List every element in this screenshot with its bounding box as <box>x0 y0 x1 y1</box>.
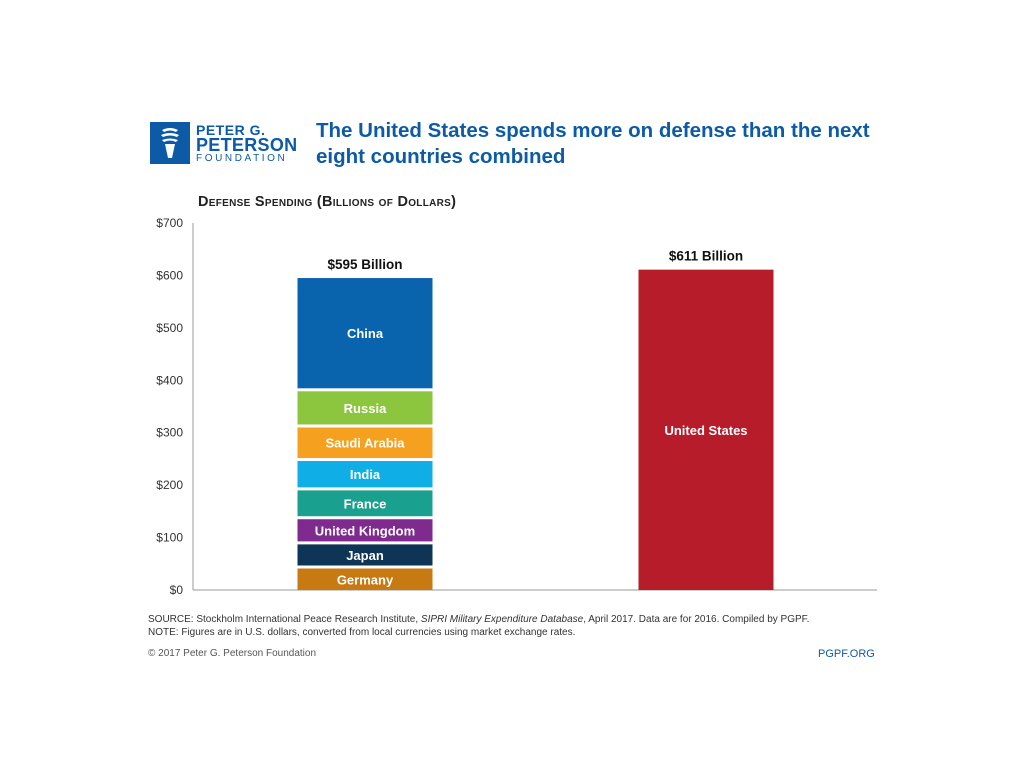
bar-segment-japan <box>297 544 433 566</box>
source-prefix: SOURCE: Stockholm International Peace Re… <box>148 614 421 625</box>
y-tick-label: $100 <box>156 531 183 545</box>
site-link[interactable]: PGPF.ORG <box>818 648 875 660</box>
bar-segment-china <box>297 278 433 389</box>
bar-segment-germany <box>297 568 433 590</box>
logo-text-line1: PETER G. <box>196 122 266 138</box>
y-tick-label: $400 <box>156 373 183 387</box>
chart-title: Defense Spending (Billions of Dollars) <box>198 194 457 210</box>
segment-label-united-states: United States <box>664 423 747 438</box>
source-suffix: , April 2017. Data are for 2016. Compile… <box>583 614 810 625</box>
bar-segment-united-kingdom <box>297 519 433 542</box>
bar-total-label: $595 Billion <box>327 257 402 272</box>
exchange-rate-note: NOTE: Figures are in U.S. dollars, conve… <box>148 627 576 638</box>
copyright: © 2017 Peter G. Peterson Foundation <box>148 648 317 659</box>
y-tick-label: $500 <box>156 321 183 335</box>
segment-label-united-kingdom: United Kingdom <box>315 523 415 538</box>
y-tick-label: $700 <box>156 216 183 230</box>
y-tick-label: $600 <box>156 268 183 282</box>
torch-icon <box>150 122 190 164</box>
logo-text-line2: PETERSON <box>196 135 298 155</box>
bar-segment-france <box>297 490 433 517</box>
segment-label-russia: Russia <box>344 401 387 416</box>
segment-label-china: China <box>347 326 384 341</box>
y-tick-label: $0 <box>170 583 184 597</box>
y-tick-label: $200 <box>156 478 183 492</box>
segment-label-saudi-arabia: Saudi Arabia <box>326 436 406 451</box>
bar-total-label: $611 Billion <box>669 249 743 264</box>
pgpf-logo: PETER G. PETERSON FOUNDATION <box>150 122 300 166</box>
page-title: The United States spends more on defense… <box>316 119 870 168</box>
segment-label-japan: Japan <box>346 548 384 563</box>
bar-segment-united-states <box>638 269 774 590</box>
source-note: SOURCE: Stockholm International Peace Re… <box>148 614 809 625</box>
segment-label-france: France <box>344 496 387 511</box>
logo-text-line3: FOUNDATION <box>196 153 288 164</box>
bar-segment-saudi-arabia <box>297 427 433 459</box>
segment-label-germany: Germany <box>337 572 394 587</box>
y-tick-label: $300 <box>156 426 183 440</box>
segment-label-india: India <box>350 467 381 482</box>
bar-segment-india <box>297 461 433 488</box>
bar-segment-russia <box>297 391 433 425</box>
source-database-name: SIPRI Military Expenditure Database <box>420 614 584 625</box>
